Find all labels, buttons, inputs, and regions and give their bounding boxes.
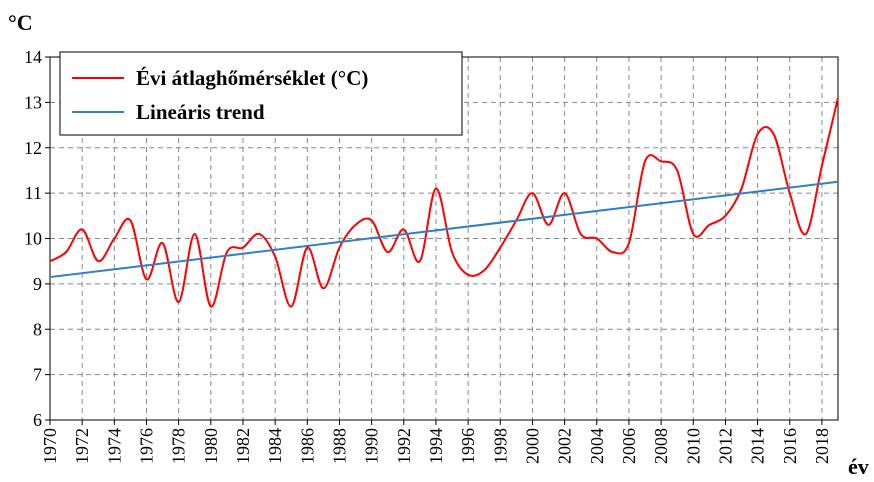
y-tick-label: 9	[33, 274, 42, 294]
x-tick-label: 1990	[362, 428, 382, 464]
x-tick-label: 1972	[72, 428, 92, 464]
x-tick-label: 1984	[265, 428, 285, 464]
y-tick-label: 12	[24, 138, 42, 158]
x-axis-label: év	[848, 454, 869, 479]
legend: Évi átlaghőmérséklet (°C) Lineáris trend	[59, 51, 463, 136]
x-tick-label: 1976	[136, 428, 156, 464]
x-tick-label: 2012	[715, 428, 735, 464]
x-tick-label: 1998	[490, 428, 510, 464]
x-tick-label: 2016	[780, 428, 800, 464]
y-tick-label: 7	[33, 365, 42, 385]
series-line	[49, 180, 839, 279]
x-tick-label: 2010	[683, 428, 703, 464]
x-tick-label: 2002	[555, 428, 575, 464]
x-tick-label: 2000	[522, 428, 542, 464]
x-tick-label: 1986	[297, 428, 317, 464]
x-tick-label: 1996	[458, 428, 478, 464]
x-tick-label: 2006	[619, 428, 639, 464]
x-tick-label: 1992	[394, 428, 414, 464]
x-tick-label: 2018	[812, 428, 832, 464]
x-tick-label: 2008	[651, 428, 671, 464]
x-tick-label: 1980	[201, 428, 221, 464]
x-tick-label: 1970	[40, 428, 60, 464]
y-tick-label: 6	[33, 410, 42, 430]
series-line	[49, 97, 839, 308]
x-tick-label: 2004	[587, 428, 607, 464]
y-tick-label: 10	[24, 229, 42, 249]
y-tick-label: 14	[24, 47, 42, 67]
legend-box	[59, 51, 463, 136]
x-tick-label: 1988	[329, 428, 349, 464]
y-tick-label: 13	[24, 92, 42, 112]
x-tick-label: 1974	[104, 428, 124, 464]
y-axis-label: °C	[8, 10, 33, 35]
y-tick-label: 11	[25, 183, 42, 203]
legend-label: Évi átlaghőmérséklet (°C)	[136, 66, 368, 90]
x-tick-label: 2014	[748, 428, 768, 464]
x-tick-label: 1978	[169, 428, 189, 464]
x-tick-label: 1994	[426, 428, 446, 464]
y-tick-label: 8	[33, 319, 42, 339]
legend-label: Lineáris trend	[136, 100, 265, 124]
x-tick-label: 1982	[233, 428, 253, 464]
